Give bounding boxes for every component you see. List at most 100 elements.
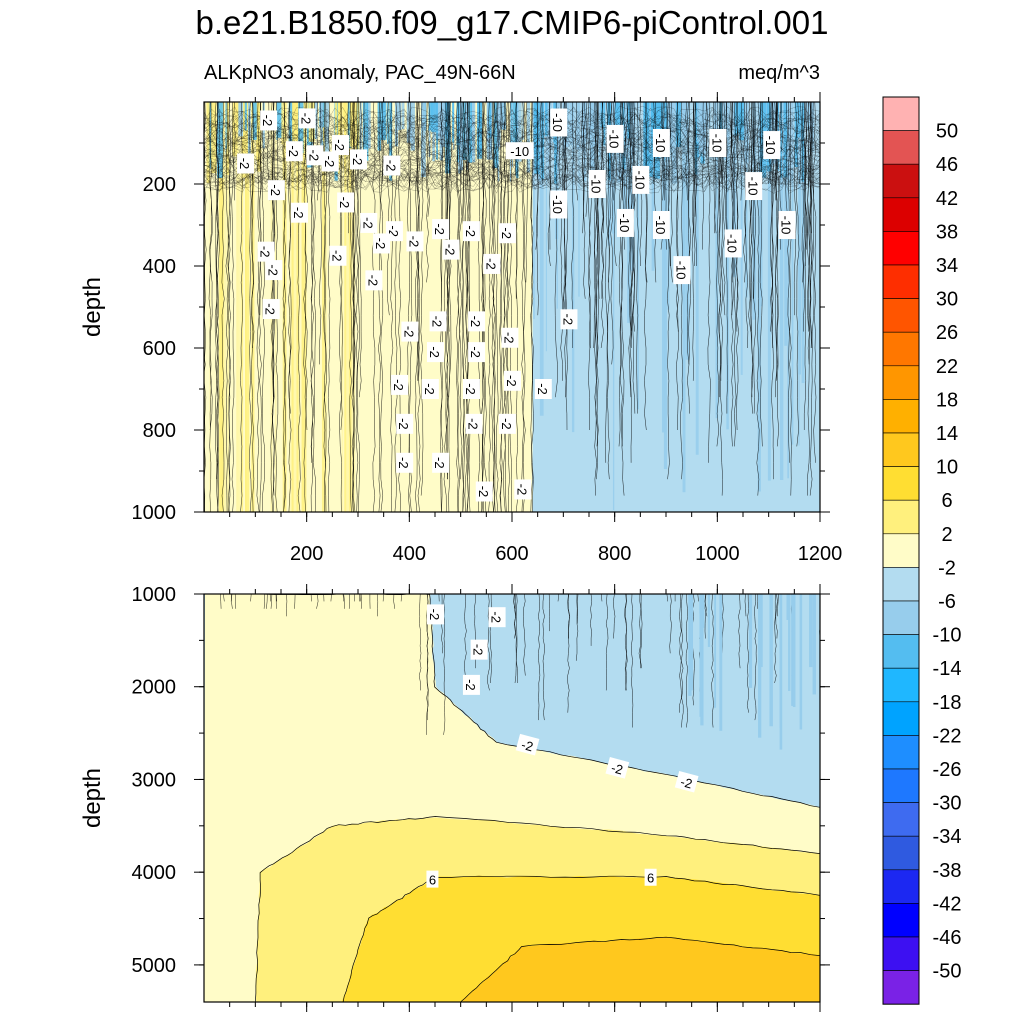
colorbar-label: -14: [933, 658, 962, 680]
contour-line: [530, 102, 534, 512]
contour-label-box: [329, 245, 347, 266]
contour-line: [230, 594, 233, 602]
contour-label: -2: [427, 342, 444, 363]
filled-region: [346, 102, 351, 512]
contour-label-text: -2: [499, 418, 514, 430]
contour-label-box: [257, 241, 275, 262]
contour-label-box: [498, 223, 516, 244]
contour-label: 6: [644, 868, 657, 886]
contour-label-box: [709, 129, 727, 157]
filled-region: [685, 102, 690, 360]
contour-label: -10: [550, 190, 568, 219]
contour-label: -2: [470, 639, 488, 660]
filled-region: [698, 102, 703, 152]
contour-label: -2: [468, 342, 486, 363]
contour-line: [377, 594, 379, 617]
y-tick-label: 1000: [132, 502, 177, 524]
filled-region: [612, 102, 615, 511]
contour-label: -2: [427, 604, 444, 625]
contour-label-box: [265, 260, 283, 281]
filled-region: [510, 102, 517, 156]
contour-line: [585, 102, 589, 217]
y-tick-label: 800: [143, 420, 176, 442]
contour-line: [752, 102, 755, 299]
contour-label-box: [468, 342, 486, 363]
contour-line: [704, 594, 707, 639]
contour-line: [750, 102, 754, 414]
contour-label-text: -2: [396, 418, 411, 430]
x-tick-label: 200: [290, 543, 323, 565]
contour-line: [636, 102, 639, 414]
contour-label-text: -2: [260, 115, 275, 127]
filled-region: [344, 102, 347, 512]
filled-region: [251, 102, 255, 512]
filled-region: [682, 102, 685, 295]
contour-label-text: -2: [483, 258, 498, 270]
filled-region: [652, 102, 656, 149]
contour-label: -10: [745, 172, 763, 201]
lower-depth-panel: -2 -2 -2 -2 -2 -2 -2 6 6: [204, 594, 820, 1002]
contour-line: [259, 102, 263, 316]
contour-label-text: -2: [373, 238, 388, 250]
contour-label-box: [406, 231, 424, 252]
colorbar-swatch: [882, 735, 920, 770]
contour-line: [305, 102, 308, 431]
contour-label-box: [652, 211, 670, 239]
variable-label: ALKpNO3 anomaly, PAC_49N-66N: [204, 62, 516, 84]
contour-label: -2: [360, 212, 378, 233]
contour-line: [330, 594, 332, 602]
contour-line: [619, 102, 623, 447]
contour-line: [491, 102, 495, 512]
contour-line: [208, 102, 212, 512]
contour-label-box: [332, 135, 350, 156]
contour-label-box: [429, 311, 447, 332]
contour-label: -2: [674, 770, 699, 793]
contour-label-box: [396, 413, 414, 434]
contour-line: [807, 102, 810, 496]
contour-label: -2: [514, 479, 532, 500]
contour-label-text: -2: [463, 225, 478, 237]
filled-region: [534, 102, 540, 174]
contour-label-box: [588, 170, 606, 198]
colorbar-swatch: [882, 197, 920, 232]
contour-line: [481, 102, 485, 512]
contour-line: [446, 102, 450, 332]
contour-label-text: -2: [422, 383, 437, 395]
filled-region: [431, 102, 437, 133]
y-tick-label: 2000: [132, 677, 177, 699]
contour-line: [466, 102, 470, 512]
contour-line: [407, 102, 411, 512]
contour-label-text: -10: [725, 234, 740, 253]
contour-line: [571, 102, 575, 349]
filled-region: [380, 102, 387, 141]
contour-label-box: [262, 299, 280, 320]
filled-region: [769, 594, 773, 727]
contour-label-box: [534, 379, 552, 399]
contour-label: -2: [483, 253, 501, 274]
colorbar-label: -50: [933, 961, 962, 983]
contour-line: [462, 102, 466, 512]
filled-region: [436, 102, 438, 160]
contour-label-text: -2: [471, 644, 486, 656]
contour-line: [256, 102, 260, 512]
filled-region: [539, 102, 544, 416]
contour-line: [680, 102, 683, 480]
filled-region: [791, 594, 795, 626]
contour-line: [625, 594, 628, 691]
contour-label-text: -2: [286, 145, 301, 157]
colorbar-swatch: [882, 903, 920, 938]
contour-line: [669, 594, 672, 654]
contour-line: [204, 167, 820, 188]
contour-label: -10: [763, 131, 781, 160]
filled-region: [787, 102, 789, 479]
filled-region: [786, 594, 789, 620]
contour-label-box: [475, 481, 493, 502]
contour-line: [418, 594, 422, 691]
contour-label-box: [504, 370, 521, 391]
contour-label: -10: [550, 108, 568, 137]
contour-label-text: -2: [463, 383, 478, 395]
contour-label: -2: [391, 374, 409, 395]
filled-region: [320, 102, 323, 162]
contour-line: [624, 594, 627, 691]
contour-label: -2: [373, 233, 391, 254]
